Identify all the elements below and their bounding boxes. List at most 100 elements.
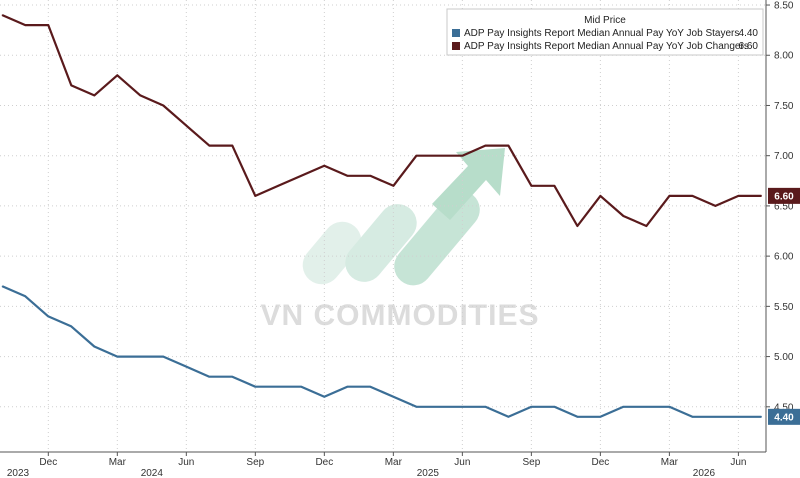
y-tick-label: 5.50 [774, 302, 794, 313]
legend-title: Mid Price [584, 15, 626, 26]
data-point-job-changers [323, 165, 325, 167]
y-tick-label: 6.00 [774, 252, 794, 263]
data-point-job-stayers [714, 416, 717, 418]
data-point-job-changers [369, 175, 371, 177]
data-point-job-changers [461, 155, 463, 157]
data-point-job-changers [162, 104, 164, 107]
watermark-bar-left [302, 221, 362, 285]
x-year-label: 2026 [693, 468, 716, 478]
watermark-text: VN COMMODITIES [260, 299, 539, 332]
data-point-job-stayers [737, 416, 740, 418]
data-point-job-stayers [208, 376, 210, 378]
data-point-job-stayers [461, 406, 463, 408]
data-point-job-changers [714, 205, 717, 207]
data-point-job-changers [1, 14, 3, 16]
y-tick-label: 8.50 [774, 1, 794, 12]
data-point-job-stayers [24, 295, 26, 297]
watermark-bar-middle [345, 204, 417, 282]
data-point-job-changers [346, 175, 348, 177]
data-point-job-stayers [93, 345, 95, 348]
y-tick-label: 4.50 [774, 402, 794, 413]
x-tick-label: Sep [246, 457, 264, 468]
x-tick-label: Mar [109, 457, 127, 468]
x-tick-label: Jun [178, 457, 194, 468]
data-point-job-stayers [369, 386, 371, 388]
series-line-job-changers [1, 14, 762, 228]
last-value-badges: 4.40 6.60 [768, 187, 800, 425]
data-point-job-changers [24, 24, 26, 26]
x-tick-label: Jun [454, 457, 470, 468]
data-point-job-changers [47, 24, 49, 26]
data-point-job-stayers [622, 406, 625, 408]
data-point-job-stayers [484, 406, 486, 408]
data-point-job-stayers [162, 356, 164, 358]
data-point-job-stayers [530, 406, 533, 408]
data-point-job-changers [691, 195, 694, 197]
data-point-job-changers [208, 145, 210, 147]
watermark-arrow-icon [432, 148, 505, 220]
data-point-job-stayers [576, 416, 579, 418]
data-point-job-changers [507, 145, 509, 147]
last-value-badge-changers [768, 187, 800, 204]
last-value-badge-label: 6.60 [774, 191, 794, 202]
data-point-job-changers [553, 185, 556, 187]
data-point-job-changers [392, 185, 394, 187]
data-point-job-stayers [116, 356, 118, 358]
legend-value-stayers: 4.40 [739, 28, 759, 39]
legend-value-changers: 6.60 [739, 41, 759, 52]
x-tick-label: Mar [385, 457, 403, 468]
x-tick-label: Dec [591, 457, 609, 468]
data-point-job-stayers [185, 366, 187, 368]
data-point-job-stayers [691, 416, 694, 418]
data-point-job-stayers [254, 386, 256, 388]
data-point-job-stayers [415, 406, 417, 408]
y-tick-label: 7.00 [774, 151, 794, 162]
data-point-job-stayers [231, 376, 233, 378]
x-year-label: 2023 [7, 468, 30, 478]
data-point-job-changers [645, 225, 648, 227]
data-point-job-stayers [392, 396, 394, 398]
watermark-bar-right [394, 190, 480, 286]
legend-label-changers: ADP Pay Insights Report Median Annual Pa… [464, 41, 749, 52]
last-value-badge-label: 4.40 [774, 412, 794, 423]
watermark-logo: VN COMMODITIES [260, 148, 539, 332]
data-point-job-changers [668, 195, 671, 197]
data-point-job-changers [484, 145, 486, 147]
y-tick-label: 8.00 [774, 51, 794, 62]
data-point-job-changers [530, 185, 533, 187]
data-point-job-stayers [323, 396, 325, 398]
legend-swatch-changers [452, 42, 460, 50]
y-tick-label: 7.50 [774, 101, 794, 112]
data-point-job-changers [93, 94, 95, 96]
data-point-job-stayers [668, 406, 671, 408]
x-year-label: 2024 [141, 468, 164, 478]
data-point-job-changers [576, 225, 579, 227]
data-point-job-stayers [70, 325, 72, 327]
y-tick-label: 6.50 [774, 201, 794, 212]
data-point-job-stayers [300, 386, 302, 388]
data-point-job-stayers [760, 416, 763, 418]
legend: Mid Price ADP Pay Insights Report Median… [446, 8, 764, 56]
x-tick-label: Sep [522, 457, 540, 468]
data-point-job-changers [300, 175, 302, 177]
legend-label-stayers: ADP Pay Insights Report Median Annual Pa… [464, 28, 739, 39]
x-tick-label: Dec [315, 457, 333, 468]
data-point-job-stayers [1, 285, 3, 287]
data-point-job-changers [139, 94, 141, 96]
x-tick-label: Jun [730, 457, 746, 468]
data-point-job-changers [231, 145, 233, 147]
x-year-label: 2025 [417, 468, 440, 478]
x-tick-label: Mar [661, 457, 679, 468]
data-point-job-stayers [47, 315, 49, 317]
data-point-job-changers [277, 185, 279, 187]
data-point-job-changers [622, 215, 625, 217]
data-point-job-changers [254, 195, 256, 197]
grid [0, 0, 766, 452]
data-point-job-changers [760, 195, 763, 197]
data-point-job-changers [438, 155, 440, 157]
series-line-job-stayers [1, 285, 762, 418]
last-value-badge-stayers [768, 408, 800, 425]
series-lines [1, 14, 763, 418]
